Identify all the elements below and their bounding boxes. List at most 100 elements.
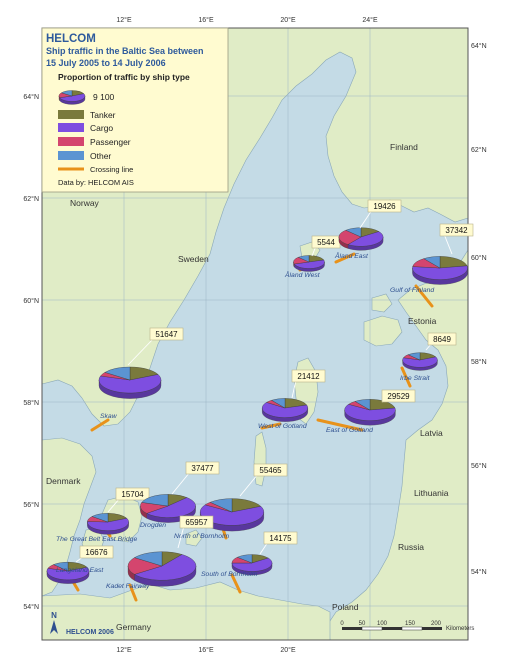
country-label-poland: Poland [332, 602, 359, 612]
land-denmark [41, 437, 97, 597]
country-labels: Norway Sweden Finland Estonia Latvia Lit… [46, 142, 449, 632]
legend-label-crossing-line: Crossing line [90, 165, 133, 174]
scale-bar: 0 50 100 150 200 Kilometers [340, 621, 474, 632]
lat-label-left: 62°N [23, 195, 39, 203]
traffic-value-box [253, 463, 288, 477]
traffic-pie [293, 255, 325, 272]
crossing-south-of-bornholm: 14175 South of Bornholm [201, 531, 298, 594]
pie-slice-cargo [412, 265, 468, 280]
country-label-russia: Russia [398, 542, 424, 552]
country-label-finland: Finland [390, 142, 418, 152]
land-bornholm [185, 529, 203, 547]
traffic-pie [46, 561, 90, 584]
country-label-germany: Germany [116, 622, 152, 632]
scale-segment [342, 627, 362, 630]
traffic-value-box [367, 199, 402, 213]
lat-label-left: 58°N [23, 399, 39, 407]
traffic-pie [338, 227, 384, 251]
lat-label-right: 54°N [471, 568, 487, 576]
pie-slice-other [61, 90, 73, 97]
crossing-gulf-of-finland: 37342 Gulf of Finland [390, 223, 474, 308]
crossing--land-east: 19426 Åland East [334, 199, 402, 264]
pie-slice-cargo [59, 93, 86, 102]
crossing-line [260, 422, 282, 430]
traffic-value: 37342 [445, 226, 468, 235]
traffic-pie [344, 399, 396, 426]
lon-label-bottom: 12°E [116, 646, 132, 654]
crossing-skaw: 51647 Skaw [90, 327, 184, 432]
pie-slice-other [354, 399, 371, 411]
country-label-lithuania: Lithuania [414, 488, 449, 498]
land-saaremaa [363, 315, 403, 347]
traffic-value-box [263, 531, 298, 545]
crossing-name: Åland East [334, 251, 369, 260]
traffic-pie [140, 494, 196, 523]
pie-slice-other [423, 256, 441, 269]
traffic-value-box [115, 487, 150, 501]
leader-line [291, 379, 297, 399]
legend-label-tanker: Tanker [90, 110, 116, 120]
crossing-line [90, 418, 110, 432]
lat-label-right: 62°N [471, 146, 487, 154]
pie-slice-cargo [231, 557, 273, 572]
crossing-name: Kadet Fairway [106, 583, 150, 590]
traffic-value: 55465 [259, 466, 282, 475]
crossing-name: Langeland East [56, 567, 104, 574]
leader-line [359, 209, 373, 229]
pie-slice-cargo [402, 356, 438, 368]
scale-tick: 150 [405, 621, 416, 627]
pie-slice-cargo [98, 374, 162, 394]
traffic-pie [231, 554, 273, 576]
scale-tick: 0 [340, 621, 344, 627]
traffic-value-box [79, 545, 114, 559]
traffic-value: 65957 [185, 518, 208, 527]
country-label-latvia: Latvia [420, 428, 443, 438]
pie-slice-cargo [293, 259, 325, 269]
leader-line [107, 497, 121, 513]
pie-slice-passenger [127, 557, 163, 575]
crossing--land-west: 5544 Åland West [284, 235, 341, 279]
crossing-drogden: 37477 Drogden [140, 461, 220, 529]
traffic-value-box [179, 515, 214, 529]
land-baltic-states [327, 248, 469, 641]
pie-slice-cargo [344, 404, 396, 421]
land-hiiumaa [371, 293, 393, 313]
legend-swatch-other [58, 151, 84, 160]
crossing-north-of-bornholm: 55465 North of Bornholm [174, 463, 288, 540]
legend-label-cargo: Cargo [90, 123, 113, 133]
legend-subtitle-line2: 15 July 2005 to 14 July 2006 [46, 58, 166, 68]
coordinate-labels: 12°E 16°E 20°E 24°E 12°E 16°E 20°E 64°N … [23, 16, 486, 654]
pie-slice-other [345, 227, 362, 238]
traffic-value-box [291, 369, 326, 383]
legend-pie-icon [58, 90, 86, 105]
traffic-value: 21412 [297, 372, 320, 381]
pie-slice-other [141, 494, 169, 507]
map-frame [41, 27, 469, 641]
pie-slice-tanker [439, 256, 468, 269]
pie-slice-cargo [262, 402, 308, 418]
crossing-irbe-strait: 8649 Irbe Strait [400, 332, 457, 388]
scale-segment [422, 627, 442, 630]
crossing-name: East of Gotland [326, 427, 373, 434]
crossing-name: South of Bornholm [201, 571, 258, 578]
traffic-pie [199, 498, 265, 532]
crossing-west-of-gotland: 21412 West of Gotland [258, 369, 326, 430]
crossing-name: Gulf of Finland [390, 287, 434, 294]
legend-heading: Proportion of traffic by ship type [58, 72, 190, 82]
legend-swatch-cargo [58, 123, 84, 132]
north-arrow-icon [50, 620, 58, 634]
pie-slice-other [297, 255, 310, 263]
crossing-east-of-gotland: 29529 East of Gotland [316, 389, 416, 434]
traffic-value: 5544 [317, 238, 335, 247]
scale-tick: 100 [377, 621, 388, 627]
pie-slice-other [236, 554, 253, 564]
crossing-name: Irbe Strait [400, 375, 431, 382]
lat-label-left: 54°N [23, 603, 39, 611]
traffic-pie [87, 513, 129, 535]
traffic-value-box [185, 461, 220, 475]
crossing-name: Skaw [100, 413, 118, 420]
crossing-line [334, 252, 356, 264]
crossing-the-great-belt-east-bridge: 15704 The Great Belt East Bridge [56, 487, 150, 543]
